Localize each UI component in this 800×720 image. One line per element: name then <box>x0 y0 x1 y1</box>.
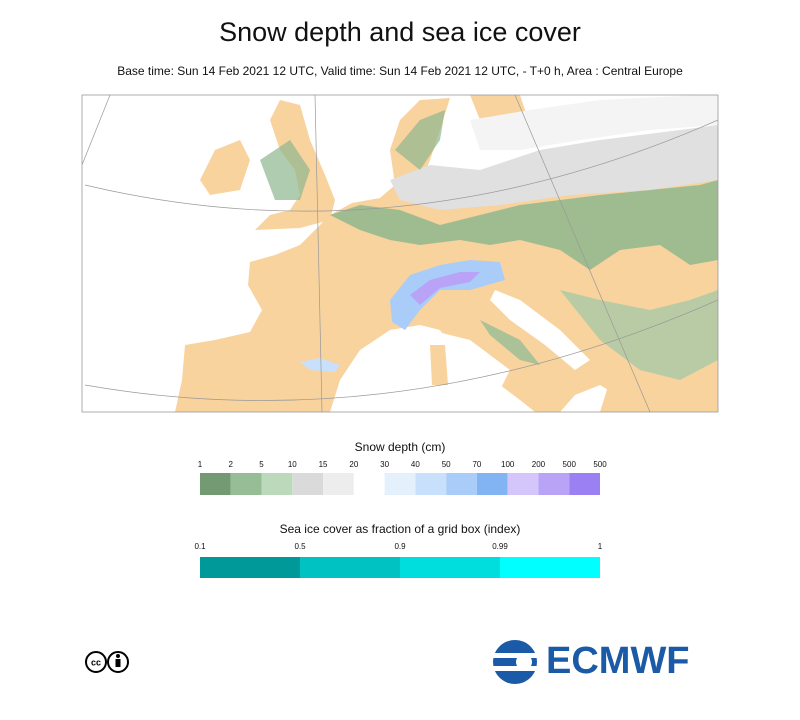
legend-label: 30 <box>380 460 389 469</box>
legend-label: 20 <box>349 460 358 469</box>
legend-swatch <box>476 473 508 495</box>
legend-label: 200 <box>532 460 546 469</box>
legend-label: 0.1 <box>194 542 206 551</box>
legend-swatch <box>230 473 262 495</box>
logo-icon <box>490 640 542 684</box>
legend-swatch <box>200 473 231 495</box>
legend-label: 10 <box>288 460 297 469</box>
legend-label: 500 <box>563 460 577 469</box>
legend-label: 1 <box>198 460 203 469</box>
legend-swatch <box>200 557 300 578</box>
legend-swatch <box>400 557 500 578</box>
legend-label: 1 <box>598 542 603 551</box>
legend-label: 40 <box>411 460 420 469</box>
title: Snow depth and sea ice cover <box>219 17 581 47</box>
legend-label: 0.99 <box>492 542 508 551</box>
legend-label: 15 <box>319 460 328 469</box>
legend-label: 5 <box>259 460 264 469</box>
legend-swatch <box>292 473 324 495</box>
legend-swatch <box>353 473 385 495</box>
legend-swatch <box>500 557 600 578</box>
legend-swatch <box>446 473 477 495</box>
map-frame <box>81 94 719 413</box>
legend-label: 0.9 <box>394 542 406 551</box>
legend-swatch <box>384 473 416 495</box>
logo-text: ECMWF <box>546 640 690 682</box>
legend-label: 500 <box>593 460 607 469</box>
svg-text:cc: cc <box>91 657 101 667</box>
legend-label: 2 <box>229 460 234 469</box>
legend-label: 0.5 <box>294 542 306 551</box>
legend-swatch <box>538 473 570 495</box>
legend-swatch <box>569 473 600 495</box>
legend-title: Snow depth (cm) <box>355 440 446 454</box>
map <box>82 95 718 412</box>
legend-swatch <box>323 473 354 495</box>
license-icon: cc <box>85 651 129 673</box>
legend-label: 100 <box>501 460 515 469</box>
legend-swatch <box>261 473 293 495</box>
legend-title: Sea ice cover as fraction of a grid box … <box>280 522 521 536</box>
legend-label: 70 <box>472 460 481 469</box>
legend-swatch <box>300 557 400 578</box>
subtitle: Base time: Sun 14 Feb 2021 12 UTC, Valid… <box>117 64 683 78</box>
legend-swatch <box>415 473 447 495</box>
legend-swatch <box>507 473 539 495</box>
legend-label: 50 <box>442 460 451 469</box>
